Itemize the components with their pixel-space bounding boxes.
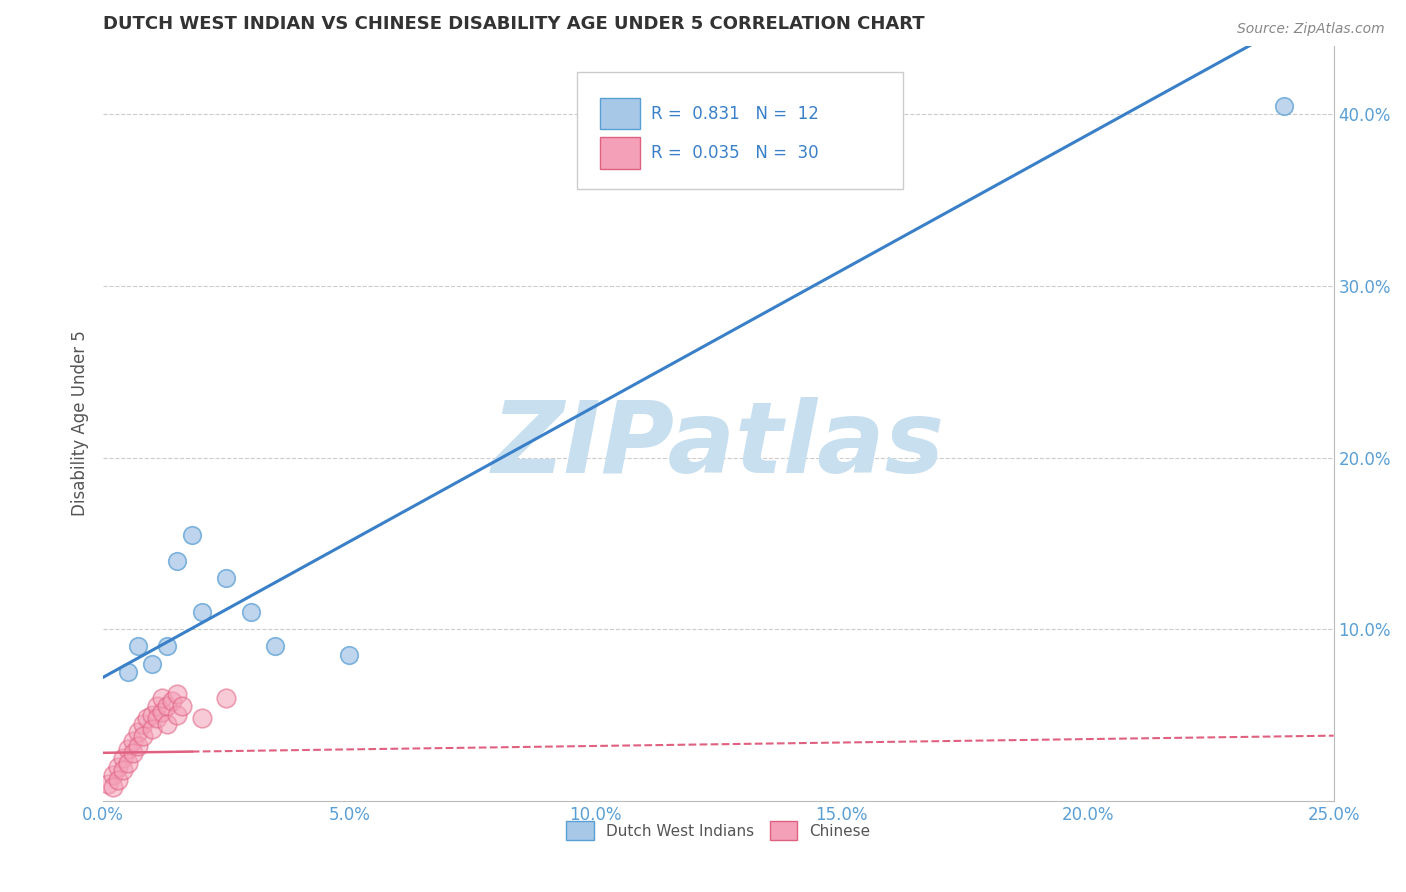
Point bbox=[117, 756, 139, 771]
Legend: Dutch West Indians, Chinese: Dutch West Indians, Chinese bbox=[560, 815, 876, 847]
Point bbox=[215, 571, 238, 585]
Point bbox=[127, 739, 149, 753]
Point bbox=[117, 665, 139, 680]
Point bbox=[107, 773, 129, 788]
Point bbox=[97, 777, 120, 791]
Text: R =  0.831   N =  12: R = 0.831 N = 12 bbox=[651, 104, 818, 122]
Point bbox=[111, 763, 134, 777]
Point bbox=[337, 648, 360, 662]
Point bbox=[141, 722, 163, 736]
FancyBboxPatch shape bbox=[576, 72, 903, 189]
Point bbox=[101, 780, 124, 794]
FancyBboxPatch shape bbox=[600, 98, 640, 129]
Point bbox=[141, 708, 163, 723]
Point bbox=[166, 553, 188, 567]
Text: Source: ZipAtlas.com: Source: ZipAtlas.com bbox=[1237, 22, 1385, 37]
Point bbox=[101, 768, 124, 782]
Point bbox=[107, 759, 129, 773]
Point bbox=[239, 605, 262, 619]
Point bbox=[146, 711, 169, 725]
Point bbox=[1274, 99, 1296, 113]
Point bbox=[150, 705, 173, 719]
Point bbox=[264, 640, 287, 654]
Point bbox=[121, 734, 143, 748]
Point bbox=[190, 711, 212, 725]
Point bbox=[150, 690, 173, 705]
Point bbox=[156, 716, 179, 731]
Point bbox=[166, 708, 188, 723]
Text: ZIPatlas: ZIPatlas bbox=[492, 398, 945, 494]
Point bbox=[136, 711, 159, 725]
Point bbox=[131, 729, 153, 743]
Point bbox=[170, 699, 193, 714]
Point bbox=[180, 528, 202, 542]
Point bbox=[160, 694, 183, 708]
Text: DUTCH WEST INDIAN VS CHINESE DISABILITY AGE UNDER 5 CORRELATION CHART: DUTCH WEST INDIAN VS CHINESE DISABILITY … bbox=[103, 15, 925, 33]
Point bbox=[127, 640, 149, 654]
Point bbox=[141, 657, 163, 671]
Point bbox=[166, 688, 188, 702]
Point bbox=[117, 742, 139, 756]
Point bbox=[121, 746, 143, 760]
Point bbox=[131, 716, 153, 731]
Point bbox=[156, 699, 179, 714]
Point bbox=[215, 690, 238, 705]
Point bbox=[111, 751, 134, 765]
Point bbox=[146, 699, 169, 714]
Point bbox=[127, 725, 149, 739]
Point bbox=[190, 605, 212, 619]
Text: R =  0.035   N =  30: R = 0.035 N = 30 bbox=[651, 144, 818, 162]
Y-axis label: Disability Age Under 5: Disability Age Under 5 bbox=[72, 330, 89, 516]
FancyBboxPatch shape bbox=[600, 137, 640, 169]
Point bbox=[156, 640, 179, 654]
